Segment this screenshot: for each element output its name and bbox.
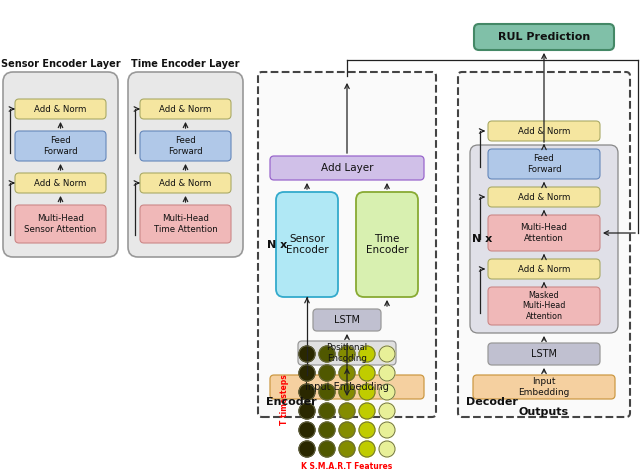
Text: Add & Norm: Add & Norm	[159, 104, 212, 114]
Text: Input Embedding: Input Embedding	[305, 382, 389, 392]
Text: Multi-Head
Time Attention: Multi-Head Time Attention	[154, 214, 218, 234]
Circle shape	[359, 441, 375, 457]
Text: Input
Embedding: Input Embedding	[518, 377, 570, 397]
Circle shape	[299, 346, 315, 362]
FancyBboxPatch shape	[140, 205, 231, 243]
Circle shape	[379, 365, 395, 381]
Circle shape	[339, 441, 355, 457]
Text: RUL Prediction: RUL Prediction	[498, 32, 590, 42]
Text: Feed
Forward: Feed Forward	[527, 154, 561, 174]
FancyBboxPatch shape	[270, 375, 424, 399]
FancyBboxPatch shape	[15, 131, 106, 161]
Text: Feed
Forward: Feed Forward	[168, 136, 203, 156]
Circle shape	[339, 365, 355, 381]
Text: Time
Encoder: Time Encoder	[365, 234, 408, 255]
Text: Time Encoder Layer: Time Encoder Layer	[131, 59, 240, 69]
Text: Add & Norm: Add & Norm	[159, 179, 212, 188]
Text: Add & Norm: Add & Norm	[518, 126, 570, 135]
FancyBboxPatch shape	[470, 145, 618, 333]
Circle shape	[299, 403, 315, 419]
FancyBboxPatch shape	[488, 287, 600, 325]
Circle shape	[299, 441, 315, 457]
Text: Add & Norm: Add & Norm	[35, 179, 86, 188]
Text: Add & Norm: Add & Norm	[518, 192, 570, 201]
Text: Outputs: Outputs	[519, 407, 569, 417]
Circle shape	[359, 365, 375, 381]
Text: Add & Norm: Add & Norm	[35, 104, 86, 114]
Circle shape	[359, 422, 375, 438]
Text: Masked
Multi-Head
Attention: Masked Multi-Head Attention	[522, 291, 566, 321]
Circle shape	[379, 441, 395, 457]
Circle shape	[319, 365, 335, 381]
FancyBboxPatch shape	[298, 341, 396, 365]
Text: Add & Norm: Add & Norm	[518, 265, 570, 274]
Text: Encoder: Encoder	[266, 397, 317, 407]
Circle shape	[319, 403, 335, 419]
Circle shape	[319, 422, 335, 438]
Circle shape	[379, 403, 395, 419]
FancyBboxPatch shape	[140, 173, 231, 193]
Circle shape	[379, 384, 395, 400]
FancyBboxPatch shape	[488, 187, 600, 207]
FancyBboxPatch shape	[488, 149, 600, 179]
FancyBboxPatch shape	[488, 343, 600, 365]
FancyBboxPatch shape	[15, 173, 106, 193]
FancyBboxPatch shape	[140, 131, 231, 161]
FancyBboxPatch shape	[128, 72, 243, 257]
Circle shape	[319, 441, 335, 457]
FancyBboxPatch shape	[488, 215, 600, 251]
FancyBboxPatch shape	[474, 24, 614, 50]
Text: Sensor Encoder Layer: Sensor Encoder Layer	[1, 59, 120, 69]
FancyBboxPatch shape	[488, 259, 600, 279]
FancyBboxPatch shape	[473, 375, 615, 399]
Text: LSTM: LSTM	[531, 349, 557, 359]
FancyBboxPatch shape	[258, 72, 436, 417]
FancyBboxPatch shape	[356, 192, 418, 297]
Text: Sensor
Encoder: Sensor Encoder	[285, 234, 328, 255]
Text: Decoder: Decoder	[466, 397, 518, 407]
Circle shape	[379, 422, 395, 438]
Text: N x: N x	[267, 239, 287, 249]
Circle shape	[319, 384, 335, 400]
FancyBboxPatch shape	[458, 72, 630, 417]
Text: Multi-Head
Sensor Attention: Multi-Head Sensor Attention	[24, 214, 97, 234]
Text: T timesteps: T timesteps	[280, 375, 289, 426]
FancyBboxPatch shape	[488, 121, 600, 141]
Text: LSTM: LSTM	[334, 315, 360, 325]
Circle shape	[359, 346, 375, 362]
Circle shape	[339, 403, 355, 419]
FancyBboxPatch shape	[313, 309, 381, 331]
Circle shape	[339, 384, 355, 400]
Circle shape	[299, 384, 315, 400]
Text: Positional
Encoding: Positional Encoding	[326, 343, 367, 363]
Circle shape	[299, 422, 315, 438]
FancyBboxPatch shape	[15, 99, 106, 119]
Text: Feed
Forward: Feed Forward	[43, 136, 78, 156]
Circle shape	[359, 384, 375, 400]
Circle shape	[299, 365, 315, 381]
Circle shape	[379, 346, 395, 362]
Text: Multi-Head
Attention: Multi-Head Attention	[520, 223, 568, 243]
FancyBboxPatch shape	[140, 99, 231, 119]
Text: K S.M.A.R.T Features: K S.M.A.R.T Features	[301, 462, 392, 471]
Circle shape	[339, 346, 355, 362]
FancyBboxPatch shape	[15, 205, 106, 243]
FancyBboxPatch shape	[276, 192, 338, 297]
FancyBboxPatch shape	[3, 72, 118, 257]
Circle shape	[339, 422, 355, 438]
FancyBboxPatch shape	[270, 156, 424, 180]
Text: N x: N x	[472, 234, 492, 244]
Text: Add Layer: Add Layer	[321, 163, 373, 173]
Circle shape	[359, 403, 375, 419]
Circle shape	[319, 346, 335, 362]
